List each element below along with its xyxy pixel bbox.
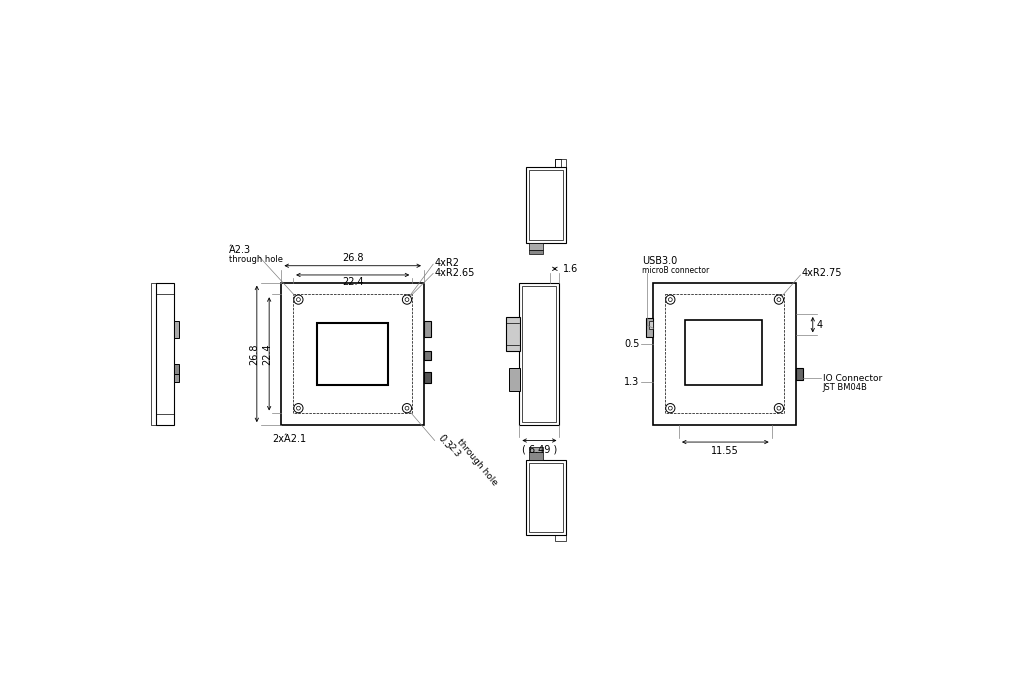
Text: 4xR2: 4xR2 — [435, 258, 459, 267]
Bar — [528, 251, 543, 254]
Bar — [294, 295, 412, 414]
Circle shape — [297, 406, 301, 410]
Text: 11.55: 11.55 — [712, 446, 740, 456]
Bar — [646, 318, 653, 337]
Bar — [528, 452, 543, 460]
Text: USB3.0: USB3.0 — [642, 256, 677, 266]
Text: 4: 4 — [817, 320, 823, 330]
Bar — [528, 170, 562, 239]
Bar — [528, 447, 543, 452]
Circle shape — [405, 298, 409, 302]
Circle shape — [665, 403, 675, 413]
Circle shape — [777, 406, 781, 410]
Bar — [424, 372, 431, 383]
Text: through hole: through hole — [229, 255, 283, 264]
Bar — [528, 463, 562, 532]
Circle shape — [668, 406, 673, 410]
Bar — [665, 295, 784, 414]
Bar — [156, 283, 174, 425]
Bar — [522, 286, 556, 422]
Bar — [506, 317, 520, 351]
Bar — [525, 460, 565, 536]
Text: microB connector: microB connector — [642, 266, 709, 275]
Bar — [555, 536, 565, 541]
Text: 1.6: 1.6 — [563, 264, 579, 274]
Circle shape — [403, 295, 412, 304]
Text: IO Connector: IO Connector — [823, 374, 882, 383]
Text: through hole: through hole — [454, 437, 499, 487]
Circle shape — [294, 295, 303, 304]
Text: 26.8: 26.8 — [249, 343, 260, 365]
Text: 4xR2.75: 4xR2.75 — [802, 268, 843, 279]
Bar — [519, 283, 559, 425]
Text: Ά2.3: Ά2.3 — [229, 245, 251, 255]
Bar — [555, 160, 565, 167]
Bar — [653, 283, 796, 425]
Circle shape — [297, 298, 301, 302]
Bar — [649, 321, 653, 329]
Bar — [174, 321, 179, 338]
Bar — [528, 243, 543, 251]
Bar — [424, 351, 431, 360]
Text: 4xR2.65: 4xR2.65 — [435, 267, 475, 278]
Text: 26.8: 26.8 — [342, 253, 364, 262]
Circle shape — [405, 406, 409, 410]
Bar — [317, 323, 388, 385]
Circle shape — [403, 403, 412, 413]
Circle shape — [668, 298, 673, 302]
Bar — [796, 368, 802, 381]
Text: 2xΆ2.1: 2xΆ2.1 — [272, 434, 306, 444]
Text: 22.4: 22.4 — [262, 343, 272, 365]
Text: JST BM04B: JST BM04B — [823, 383, 867, 392]
Bar — [685, 320, 761, 385]
Bar — [525, 167, 565, 243]
Text: 0.5: 0.5 — [624, 339, 640, 349]
Text: 0.3: 0.3 — [437, 433, 453, 451]
Text: 2.3: 2.3 — [446, 443, 461, 460]
Circle shape — [777, 298, 781, 302]
Circle shape — [294, 403, 303, 413]
Bar — [150, 283, 156, 425]
Bar — [174, 374, 179, 382]
Circle shape — [775, 403, 784, 413]
Text: 22.4: 22.4 — [342, 277, 364, 287]
Text: ( 6.49 ): ( 6.49 ) — [522, 444, 557, 454]
Bar — [281, 283, 424, 425]
Circle shape — [665, 295, 675, 304]
Bar — [555, 160, 561, 167]
Text: 1.3: 1.3 — [624, 377, 640, 387]
Bar — [174, 364, 179, 374]
Bar — [424, 321, 431, 337]
Circle shape — [775, 295, 784, 304]
Bar — [509, 368, 520, 391]
